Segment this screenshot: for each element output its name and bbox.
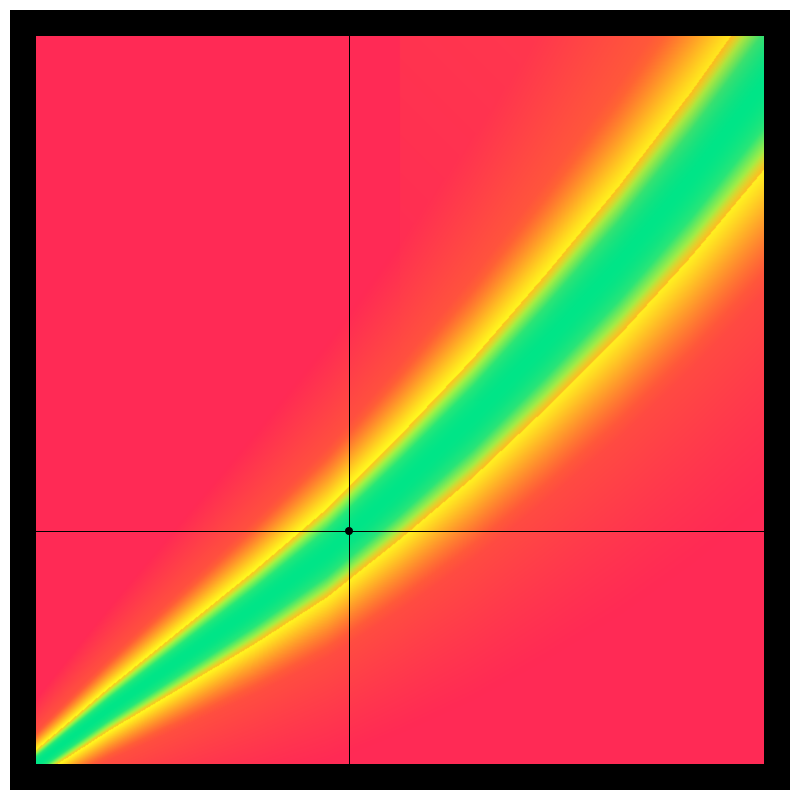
chart-frame [10,10,790,790]
chart-container: TheBottleneck.com [0,0,800,800]
crosshair-horizontal [36,531,764,532]
crosshair-vertical [349,36,350,764]
heatmap-canvas [36,36,764,764]
marker-dot [345,527,353,535]
